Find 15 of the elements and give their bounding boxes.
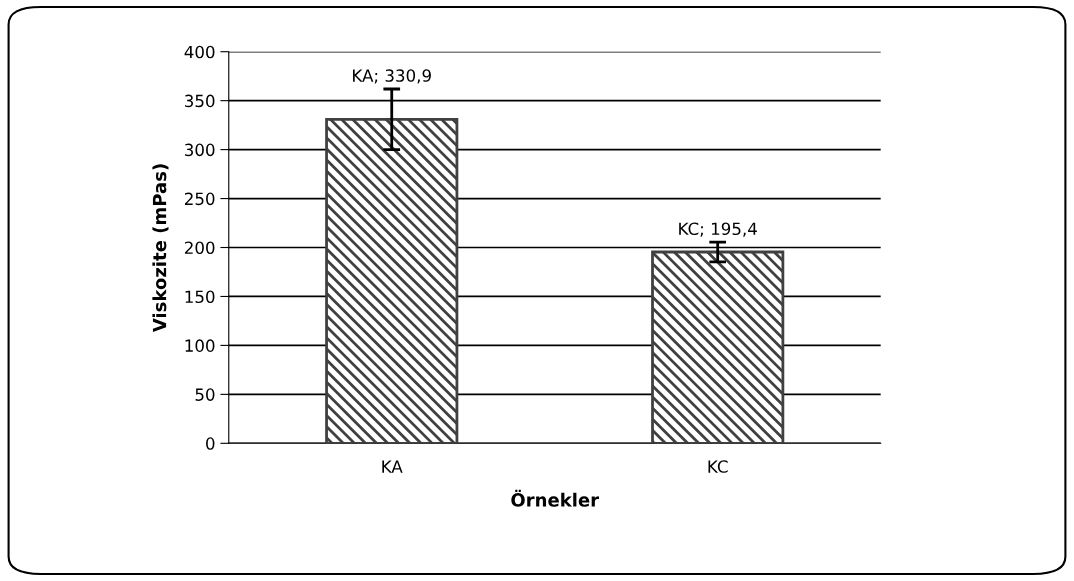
- y-tick-label: 250: [184, 192, 215, 206]
- y-tick-label: 150: [185, 290, 215, 304]
- x-tick-label: KC: [708, 460, 728, 473]
- data-label: KA; 330,9: [353, 69, 431, 84]
- y-tick-label: 200: [184, 241, 215, 255]
- y-tick-label: 300: [185, 143, 215, 157]
- y-tick-label: 350: [185, 94, 215, 108]
- x-tick-label: KA: [382, 460, 403, 473]
- x-axis-title: Örnekler: [511, 489, 600, 507]
- y-tick-label: 50: [195, 388, 215, 401]
- y-axis-title: Viskozite (mPas): [152, 164, 169, 333]
- y-tick-label: 0: [206, 437, 215, 450]
- y-tick-label: 400: [184, 45, 215, 59]
- data-label: KC; 195,4: [679, 222, 757, 237]
- y-tick-label: 100: [185, 339, 215, 352]
